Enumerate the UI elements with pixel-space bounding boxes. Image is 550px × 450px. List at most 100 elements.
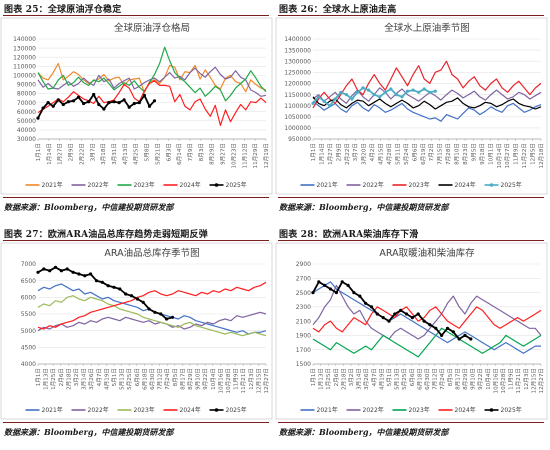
series-line <box>312 281 472 340</box>
chart-frame <box>0 242 273 420</box>
series-line <box>37 46 267 102</box>
chart-title: ARA油品总库存季节图 <box>104 247 199 259</box>
x-tick-label: 12月19日 <box>263 143 270 168</box>
series-line <box>37 295 267 337</box>
legend-label: 2025年 <box>501 181 522 189</box>
x-tick-label: 5月1日 <box>386 368 393 386</box>
series-point <box>328 287 333 291</box>
x-tick-label: 7月12日 <box>157 368 164 390</box>
y-tick-label: 130000 <box>13 45 36 52</box>
series-point <box>112 100 116 104</box>
y-tick-label: 2700 <box>296 275 311 282</box>
legend-marker <box>214 408 219 412</box>
series-point <box>405 89 410 93</box>
series-point <box>367 88 371 92</box>
x-tick-label: 4月19日 <box>378 368 385 390</box>
series-point <box>346 283 350 287</box>
series-point <box>141 300 145 304</box>
legend-label: 2023年 <box>409 181 430 189</box>
series-point <box>118 287 122 291</box>
x-tick-label: 8月29日 <box>209 143 216 165</box>
x-tick-label: 12月18日 <box>538 143 545 168</box>
series-point <box>350 97 354 101</box>
y-tick-label: 1350000 <box>284 47 311 54</box>
series-point <box>383 90 387 94</box>
x-tick-label: 9月10日 <box>470 368 477 390</box>
x-tick-label: 12月15日 <box>530 368 537 393</box>
x-tick-label: 10月16日 <box>492 368 499 393</box>
x-tick-label: 2月22日 <box>78 143 85 165</box>
x-tick-label: 6月18日 <box>416 368 423 390</box>
x-tick-label: 8月29日 <box>187 368 194 390</box>
legend-label: 2023年 <box>134 406 155 414</box>
x-tick-label: 7月12日 <box>432 368 439 390</box>
legend-label: 2025年 <box>501 406 522 414</box>
series-point <box>132 101 136 106</box>
x-tick-label: 2月6日 <box>333 368 340 386</box>
series-point <box>97 102 101 107</box>
x-tick-label: 6月3日 <box>165 143 172 161</box>
legend-label: 2021年 <box>42 406 63 414</box>
y-tick-label: 1700 <box>296 347 311 354</box>
y-tick-label: 6500 <box>21 278 36 285</box>
series-point <box>61 102 65 107</box>
x-tick-label: 9月10日 <box>195 368 202 390</box>
series-point <box>36 270 40 274</box>
series-point <box>42 267 46 271</box>
figure-caption: 图表 25：全球原油浮仓稳定 <box>4 5 122 15</box>
series-point <box>317 95 321 99</box>
x-tick-label: 7月2日 <box>428 143 435 161</box>
y-tick-label: 1300000 <box>284 58 311 65</box>
series-point <box>355 90 360 94</box>
series-point <box>41 106 45 110</box>
y-tick-label: 4000 <box>21 361 36 368</box>
chart-title: 全球原油浮仓格局 <box>114 22 190 34</box>
y-tick-label: 90000 <box>17 82 36 89</box>
x-tick-label: 8月5日 <box>172 368 179 386</box>
figure-caption: 图表 26：全球水上原油走高 <box>279 5 397 15</box>
x-tick-label: 2月18日 <box>340 368 347 390</box>
chart-ara-total-stocks: ARA油品总库存季节图 4000 4500 5000 5500 6000 6500 7000 1… <box>0 242 273 420</box>
series-point <box>56 98 60 102</box>
x-tick-label: 4月19日 <box>103 368 110 390</box>
x-tick-label: 3月7日 <box>89 143 96 161</box>
data-source: 数据来源：Bloomberg，中信建投期货研发部 <box>4 202 174 212</box>
x-tick-label: 11月9日 <box>513 143 520 165</box>
x-tick-label: 3月26日 <box>88 368 95 390</box>
legend-label: 2025年 <box>226 406 247 414</box>
x-tick-label: 4月28日 <box>386 143 393 165</box>
x-tick-label: 1月1日 <box>310 143 317 161</box>
x-tick-label: 4月7日 <box>371 368 378 386</box>
series-point <box>333 97 337 101</box>
legend-marker <box>214 183 219 187</box>
legend-label: 2021年 <box>317 406 338 414</box>
series-point <box>53 265 58 269</box>
chart-title: 全球水上原油季节图 <box>384 22 470 34</box>
x-tick-label: 3月2日 <box>73 368 80 386</box>
x-tick-label: 3月20日 <box>361 143 368 165</box>
series-line <box>312 60 542 109</box>
legend-marker <box>489 183 494 187</box>
x-tick-label: 4月13日 <box>122 143 129 165</box>
series-point <box>411 88 415 92</box>
source-rule <box>3 197 269 198</box>
series-point <box>66 100 70 104</box>
series-point <box>445 326 450 330</box>
x-tick-label: 11月22日 <box>521 143 528 168</box>
x-tick-label: 5月25日 <box>126 368 133 390</box>
legend-label: 2022年 <box>88 406 109 414</box>
x-tick-label: 3月31日 <box>111 143 118 165</box>
x-tick-label: 12月15日 <box>255 368 262 393</box>
x-tick-label: 6月18日 <box>141 368 148 390</box>
series-point <box>137 101 141 105</box>
x-tick-label: 6月30日 <box>424 368 431 390</box>
panel-ara-diesel-stocks: 图表 28：欧洲ARA柴油库存下滑 ARA取暖油和柴油库存 1500 1700 190… <box>275 225 548 450</box>
legend-label: 2023年 <box>409 406 430 414</box>
y-tick-label: 1000000 <box>284 125 311 132</box>
series-point <box>311 101 315 105</box>
series-point <box>463 333 467 337</box>
x-tick-label: 4月15日 <box>378 143 385 165</box>
x-tick-label: 7月28日 <box>445 143 452 165</box>
series-point <box>399 308 403 312</box>
y-tick-label: 70000 <box>17 100 36 107</box>
